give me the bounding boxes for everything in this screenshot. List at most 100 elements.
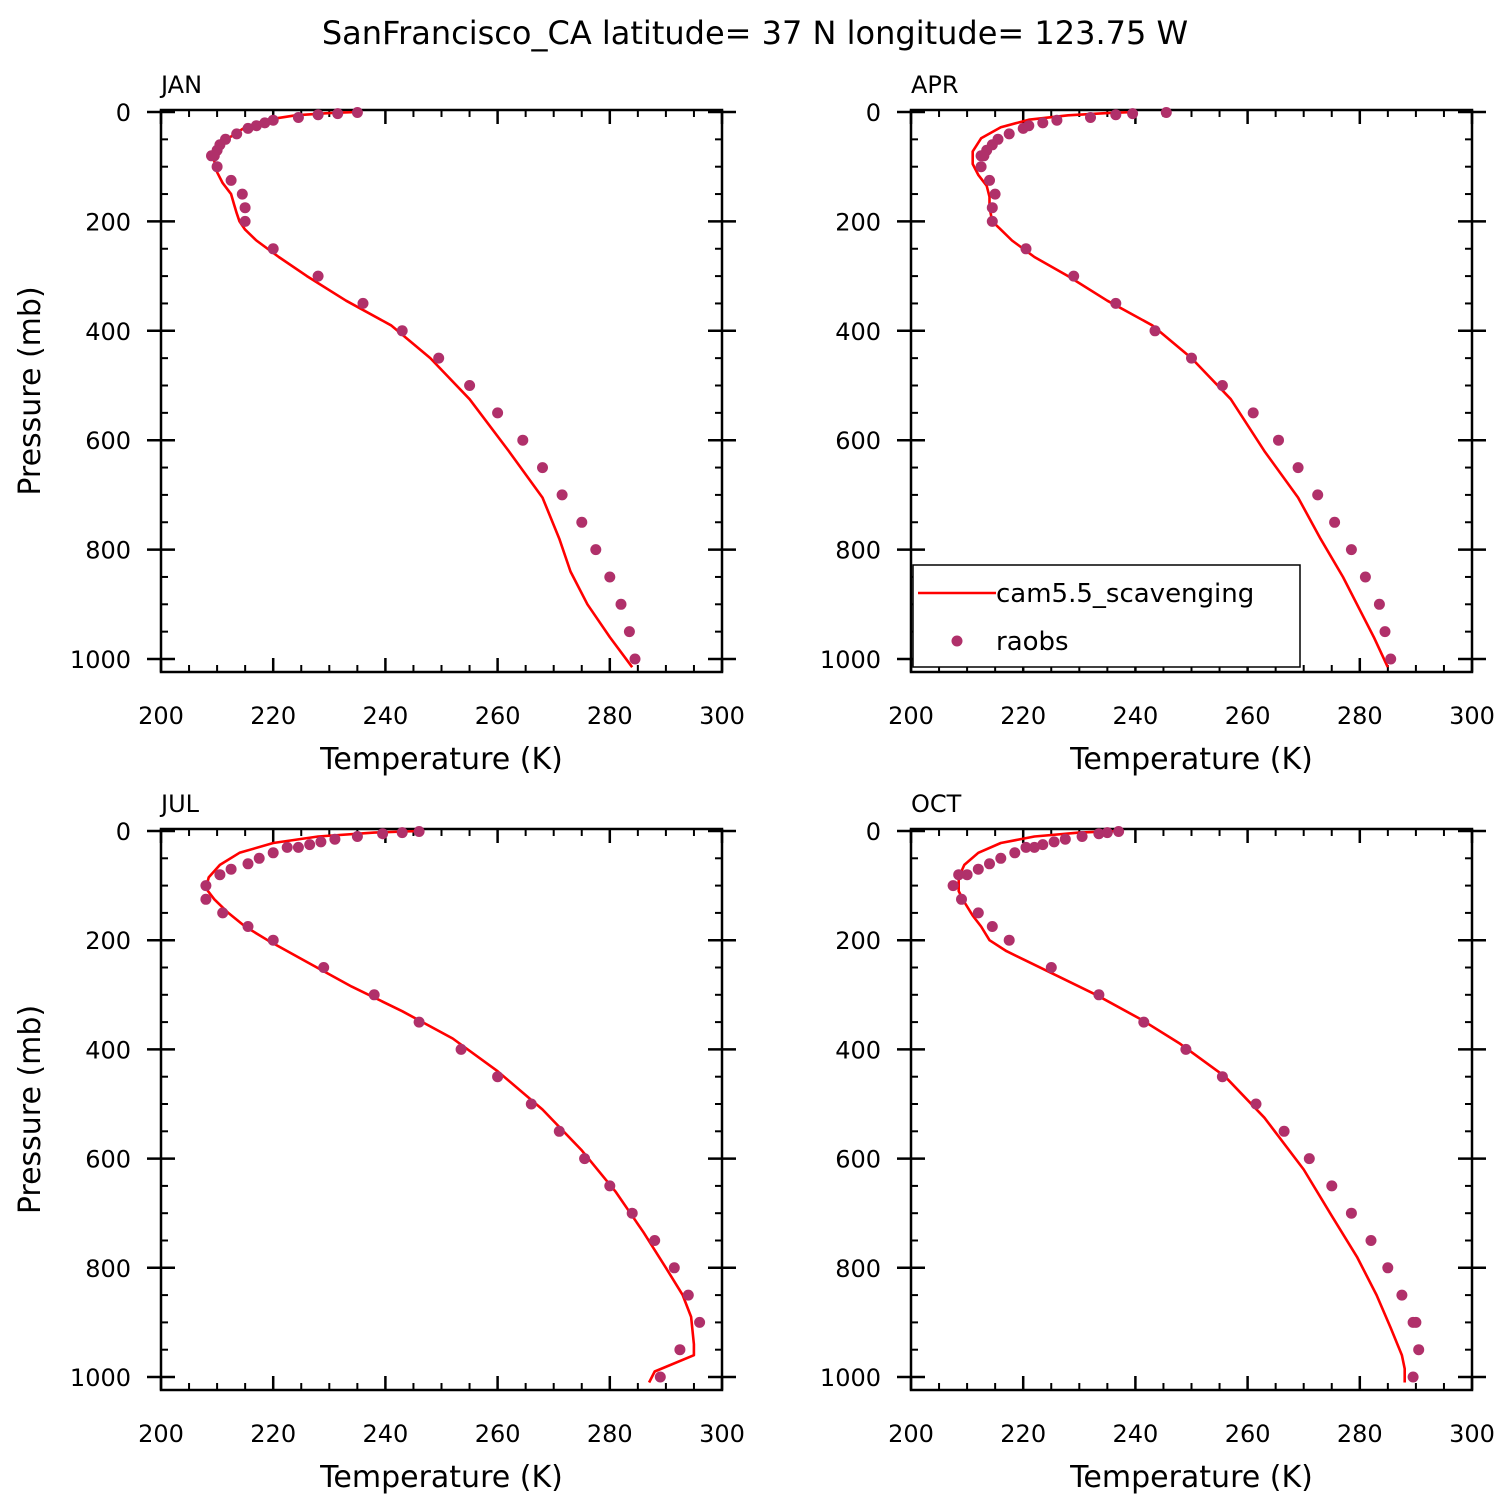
x-axis-label: Temperature (K) <box>1069 742 1313 777</box>
raobs-point <box>629 653 641 665</box>
x-tick-label: 240 <box>362 702 408 730</box>
y-tick-label: 800 <box>835 537 881 565</box>
y-tick-label: 400 <box>835 1036 881 1064</box>
raobs-point <box>318 962 330 973</box>
raobs-point <box>396 325 408 337</box>
plot-frame <box>909 108 1474 674</box>
raobs-point <box>225 174 237 186</box>
x-tick-label: 200 <box>888 702 934 730</box>
panel-title: JAN <box>159 71 202 99</box>
raobs-point <box>590 544 602 556</box>
raobs-point <box>1037 839 1049 851</box>
plot-frame <box>159 827 724 1392</box>
raobs-point <box>995 852 1007 864</box>
raobs-point <box>975 150 987 162</box>
x-tick-label: 220 <box>1000 702 1046 730</box>
raobs-point <box>517 434 529 446</box>
raobs-point <box>986 202 998 214</box>
x-tick-label: 260 <box>475 702 521 730</box>
raobs-point <box>986 921 998 932</box>
x-tick-label: 240 <box>1112 702 1158 730</box>
raobs-point <box>267 847 279 859</box>
raobs-point <box>537 462 548 474</box>
raobs-point <box>1037 117 1049 129</box>
raobs-point <box>1345 1207 1357 1219</box>
raobs-point <box>1110 297 1122 309</box>
raobs-point <box>206 150 217 162</box>
y-tick-label: 200 <box>835 927 881 955</box>
raobs-point <box>626 1207 638 1219</box>
y-axis-label: Pressure (mb) <box>13 286 48 495</box>
raobs-point <box>1303 1153 1315 1165</box>
raobs-point <box>604 1180 616 1192</box>
raobs-point <box>304 839 316 851</box>
raobs-point <box>694 1316 706 1328</box>
raobs-point <box>956 893 967 905</box>
raobs-point <box>1216 380 1228 391</box>
y-tick-label: 400 <box>835 318 881 346</box>
y-tick-label: 800 <box>85 1255 131 1283</box>
raobs-point <box>242 858 254 870</box>
raobs-point <box>1329 516 1341 528</box>
raobs-point <box>1017 122 1029 134</box>
x-tick-label: 280 <box>587 1420 633 1448</box>
raobs-point <box>351 107 363 118</box>
raobs-point <box>332 108 344 120</box>
raobs-point <box>1028 841 1040 853</box>
raobs-point <box>1278 1125 1290 1137</box>
raobs-point <box>953 869 965 881</box>
raobs-point <box>654 1371 666 1383</box>
y-tick-label: 800 <box>85 537 131 565</box>
raobs-point <box>329 833 341 845</box>
x-tick-label: 220 <box>250 1420 296 1448</box>
raobs-point <box>200 880 212 892</box>
x-tick-label: 280 <box>587 702 633 730</box>
raobs-point <box>1020 243 1032 255</box>
raobs-point <box>984 174 995 186</box>
raobs-point <box>1045 962 1057 973</box>
raobs-point <box>615 598 627 610</box>
y-tick-label: 600 <box>835 427 881 455</box>
raobs-point <box>1359 571 1371 583</box>
raobs-point <box>1068 270 1080 282</box>
y-tick-label: 200 <box>835 208 881 236</box>
raobs-point <box>1048 836 1060 848</box>
raobs-point <box>1076 831 1088 842</box>
raobs-point <box>455 1043 467 1055</box>
raobs-point <box>242 921 254 932</box>
y-tick-label: 600 <box>835 1146 881 1174</box>
y-tick-label: 1000 <box>820 646 881 674</box>
y-tick-label: 200 <box>85 927 131 955</box>
raobs-point <box>1020 841 1032 853</box>
raobs-point <box>413 1016 425 1028</box>
y-tick-label: 0 <box>866 99 881 127</box>
raobs-point <box>259 117 271 129</box>
raobs-point <box>250 120 262 132</box>
raobs-point <box>242 122 254 134</box>
raobs-point <box>947 880 959 892</box>
raobs-point <box>217 907 229 919</box>
raobs-point <box>1382 1262 1394 1274</box>
raobs-point <box>211 161 223 173</box>
raobs-point <box>492 407 504 419</box>
x-tick-label: 220 <box>250 702 296 730</box>
raobs-point <box>312 270 324 282</box>
raobs-point <box>1410 1316 1422 1328</box>
x-tick-label: 280 <box>1337 702 1383 730</box>
raobs-point <box>1250 1098 1262 1110</box>
raobs-point <box>1273 434 1284 446</box>
raobs-point <box>1009 847 1021 859</box>
y-axis-label: Pressure (mb) <box>13 1005 48 1214</box>
raobs-point <box>604 571 616 583</box>
raobs-point <box>1312 489 1324 501</box>
panel-title: OCT <box>911 790 962 818</box>
raobs-point <box>1093 828 1105 840</box>
x-tick-label: 200 <box>138 702 184 730</box>
raobs-point <box>200 893 212 905</box>
raobs-point <box>281 841 293 853</box>
raobs-point <box>239 202 251 214</box>
